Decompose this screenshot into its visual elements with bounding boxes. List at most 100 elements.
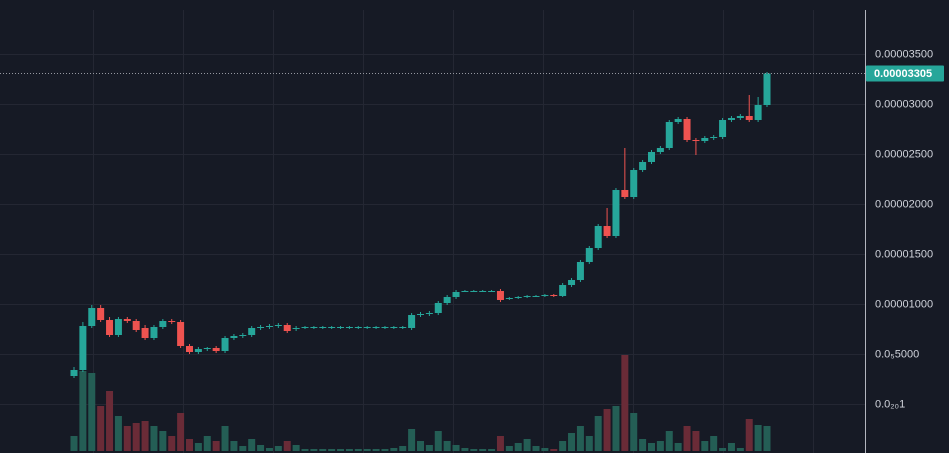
candle-body: [683, 119, 691, 140]
candle-body: [186, 346, 193, 352]
volume-bar: [417, 441, 424, 451]
volume-bar: [754, 425, 762, 451]
volume-bar: [328, 449, 336, 451]
candle-body: [541, 295, 549, 296]
candle-body: [763, 73, 771, 105]
candle-body: [310, 327, 318, 328]
volume-bar: [310, 449, 318, 451]
volume-bar: [621, 355, 629, 451]
candle-body: [194, 349, 202, 352]
candle-body: [159, 321, 167, 327]
volume-bar: [186, 439, 193, 451]
candle-body: [354, 327, 362, 328]
volume-bar: [194, 443, 202, 451]
volume-bar: [265, 448, 273, 451]
volume-bar: [550, 449, 558, 451]
volume-layer: [70, 355, 771, 451]
candle-body: [603, 226, 611, 236]
candle-body: [274, 325, 282, 326]
candle-body: [106, 320, 114, 335]
volume-bar: [292, 445, 300, 451]
candle-body: [345, 327, 353, 328]
candle-body: [621, 190, 629, 197]
candle-body: [585, 248, 593, 262]
volume-bar: [541, 448, 549, 451]
volume-bar: [603, 409, 611, 451]
volume-bar: [159, 431, 167, 451]
candle-body: [123, 319, 131, 321]
y-tick-label: 0.00001000: [875, 298, 933, 310]
volume-bar: [656, 441, 664, 451]
candle-body: [221, 338, 229, 351]
volume-bar: [177, 413, 185, 451]
candle-body: [745, 116, 753, 120]
candle-body: [265, 326, 273, 327]
volume-bar: [399, 446, 407, 451]
candle-body: [470, 291, 478, 292]
candle-body: [754, 105, 762, 120]
candle-layer: [0, 72, 865, 378]
y-tick-label: 0.00002500: [875, 148, 933, 160]
candle-body: [656, 148, 664, 152]
volume-bar: [719, 448, 727, 451]
volume-bar: [79, 371, 87, 451]
volume-bar: [443, 441, 451, 451]
y-tick-label: 0.0₅5000: [875, 348, 919, 360]
volume-bar: [461, 448, 469, 451]
volume-bar: [701, 441, 709, 451]
candle-body: [523, 296, 531, 297]
volume-bar: [692, 431, 700, 451]
volume-bar: [505, 446, 513, 451]
volume-bar: [248, 439, 256, 451]
volume-bar: [274, 446, 282, 451]
price-axis: 0.00003500 0.00003000 0.00002500 0.00002000…: [866, 48, 944, 410]
volume-bar: [532, 446, 540, 451]
candle-body: [328, 327, 336, 328]
volume-bar: [594, 416, 602, 451]
candle-body: [390, 327, 398, 328]
volume-bar: [585, 436, 593, 451]
candle-body: [399, 327, 407, 328]
candle-body: [70, 370, 78, 376]
candle-body: [257, 327, 265, 328]
candle-body: [701, 138, 709, 141]
volume-bar: [372, 449, 380, 451]
volume-bar: [727, 443, 735, 451]
candle-body: [434, 303, 442, 313]
candle-body: [417, 314, 424, 315]
candle-body: [496, 291, 504, 300]
candle-body: [630, 170, 638, 197]
candle-body: [97, 308, 105, 320]
volume-bar: [239, 446, 247, 451]
volume-bar: [354, 449, 362, 451]
volume-bar: [123, 426, 131, 451]
candle-body: [532, 296, 540, 297]
candle-body: [292, 328, 300, 329]
grid: [0, 10, 865, 453]
volume-bar: [132, 423, 140, 451]
candle-body: [594, 226, 602, 248]
candle-body: [568, 280, 576, 285]
price-label: 0.00003305: [874, 68, 932, 80]
volume-bar: [70, 436, 78, 451]
candle-body: [203, 348, 211, 349]
candle-body: [239, 335, 247, 336]
volume-bar: [114, 416, 122, 451]
candle-body: [381, 327, 389, 328]
candle-body: [710, 137, 718, 138]
candle-body: [425, 313, 433, 314]
volume-bar: [523, 439, 531, 451]
volume-bar: [168, 436, 176, 451]
candle-body: [337, 327, 345, 328]
volume-bar: [452, 445, 460, 451]
volume-bar: [301, 449, 309, 451]
volume-bar: [559, 441, 567, 451]
volume-bar: [745, 419, 753, 451]
y-tick-label: 0.00002000: [875, 198, 933, 210]
volume-bar: [496, 436, 504, 451]
candle-body: [452, 292, 460, 297]
price-label-box: [866, 65, 944, 82]
candle-body: [168, 321, 176, 322]
candle-body: [79, 326, 87, 370]
candle-body: [212, 348, 220, 351]
